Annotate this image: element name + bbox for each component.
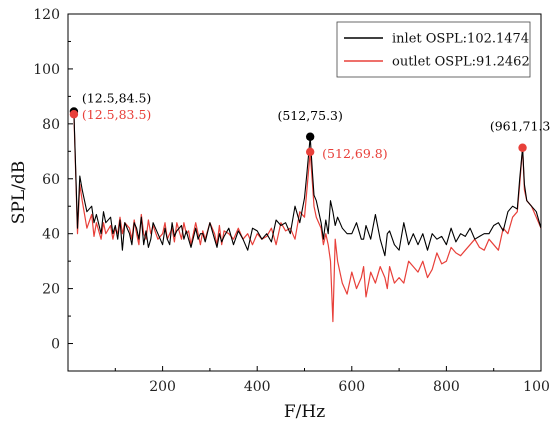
peak-annotation: (512,69.8) (322, 146, 387, 161)
legend: inlet OSPL:102.1474 outlet OSPL:91.2462 (336, 21, 531, 78)
y-tick-label: 120 (33, 7, 60, 23)
series-line-0 (73, 111, 542, 257)
peak-annotation: (512,75.3) (277, 108, 342, 123)
series-layer (73, 111, 542, 323)
y-tick-label: 0 (51, 337, 60, 353)
x-tick-label: 800 (433, 379, 460, 395)
peak-marker (305, 147, 315, 157)
y-axis-title: SPL/dB (9, 161, 29, 224)
y-axis: 0 20 40 60 80 100 120 (33, 7, 73, 353)
x-tick-label: 400 (244, 379, 271, 395)
series-line-1 (73, 114, 542, 323)
y-tick-label: 40 (42, 227, 60, 243)
legend-label-1: outlet OSPL:91.2462 (392, 55, 530, 70)
marker-layer (69, 107, 527, 157)
legend-label-0: inlet OSPL:102.1474 (392, 32, 529, 47)
peak-annotation: (12.5,84.5) (82, 90, 151, 105)
y-tick-label: 100 (33, 62, 60, 78)
x-tick-label: 200 (149, 379, 176, 395)
peak-marker (69, 110, 79, 119)
x-axis: 200 400 600 800 1000 (114, 366, 550, 395)
annotation-layer: (12.5,84.5) (12.5,83.5) (512,75.3) (512,69.… (82, 90, 550, 160)
x-tick-label: 1000 (523, 379, 550, 395)
x-axis-title: F/Hz (284, 402, 325, 422)
peak-annotation: (12.5,83.5) (82, 107, 151, 122)
y-tick-label: 80 (42, 117, 60, 133)
x-tick-label: 600 (338, 379, 365, 395)
y-tick-label: 20 (42, 282, 60, 298)
peak-marker (305, 132, 315, 141)
peak-marker (518, 143, 527, 152)
y-tick-label: 60 (42, 172, 60, 188)
legend-box (336, 21, 531, 78)
peak-annotation: (961,71.3) (490, 119, 550, 134)
